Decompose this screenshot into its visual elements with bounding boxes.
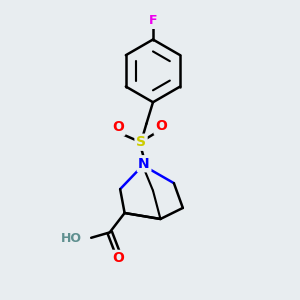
Text: S: S — [136, 135, 146, 149]
Text: O: O — [155, 119, 167, 134]
Text: F: F — [149, 14, 157, 28]
Text: HO: HO — [61, 232, 82, 245]
Text: N: N — [138, 157, 150, 171]
Text: O: O — [113, 251, 124, 266]
Text: O: O — [112, 120, 124, 134]
